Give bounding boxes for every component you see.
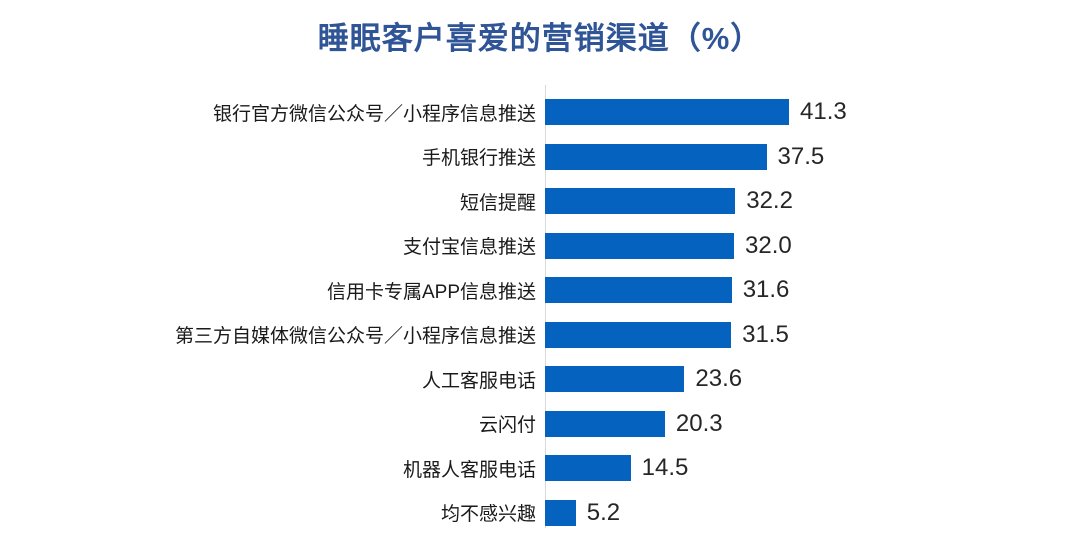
category-label: 支付宝信息推送 xyxy=(402,237,536,259)
bar xyxy=(545,410,665,437)
chart-row: 第三方自媒体微信公众号／小程序信息推送 31.5 xyxy=(0,313,1080,358)
value-label: 41.3 xyxy=(800,98,847,126)
value-label: 31.5 xyxy=(742,320,789,348)
bar-track: 5.2 xyxy=(545,491,1080,536)
value-label: 31.6 xyxy=(742,276,790,304)
bar-track: 23.6 xyxy=(545,357,1080,402)
value-label: 23.6 xyxy=(695,365,743,393)
chart-row: 均不感兴趣 5.2 xyxy=(0,491,1080,536)
chart-row: 短信提醒 32.2 xyxy=(0,179,1080,224)
bar xyxy=(545,455,631,482)
bar xyxy=(545,99,789,126)
bar xyxy=(545,232,735,259)
chart-row: 人工客服电话 23.6 xyxy=(0,357,1080,402)
category-label: 人工客服电话 xyxy=(421,370,536,392)
chart-row: 机器人客服电话 14.5 xyxy=(0,446,1080,491)
bar xyxy=(545,366,685,393)
bar xyxy=(545,499,576,526)
chart-rows: 银行官方微信公众号／小程序信息推送 41.3 手机银行推送 37.5 短信提醒 32.2 支… xyxy=(0,90,1080,535)
value-label: 32.2 xyxy=(746,187,793,215)
bar xyxy=(545,143,767,170)
value-label: 37.5 xyxy=(777,142,825,170)
category-label: 短信提醒 xyxy=(459,192,536,214)
chart-row: 手机银行推送 37.5 xyxy=(0,135,1080,180)
category-label: 云闪付 xyxy=(478,415,536,437)
chart-title: 睡眠客户喜爱的营销渠道（%） xyxy=(317,21,763,56)
bar-track: 20.3 xyxy=(545,402,1080,447)
chart-row: 云闪付 20.3 xyxy=(0,402,1080,447)
bar-track: 31.5 xyxy=(545,313,1080,358)
category-label: 手机银行推送 xyxy=(421,148,536,170)
category-label: 均不感兴趣 xyxy=(440,504,536,526)
bar-track: 14.5 xyxy=(545,446,1080,491)
bar-track: 37.5 xyxy=(545,135,1080,180)
y-axis-line xyxy=(545,85,546,528)
bar-track: 32.0 xyxy=(545,224,1080,269)
bar xyxy=(545,321,732,348)
bar xyxy=(545,188,736,215)
chart-row: 银行官方微信公众号／小程序信息推送 41.3 xyxy=(0,90,1080,135)
category-label: 银行官方微信公众号／小程序信息推送 xyxy=(212,103,536,125)
bar-chart: 银行官方微信公众号／小程序信息推送 41.3 手机银行推送 37.5 短信提醒 32.2 支… xyxy=(0,85,1080,531)
chart-row: 支付宝信息推送 32.0 xyxy=(0,224,1080,269)
value-label: 32.0 xyxy=(745,231,792,259)
bar-track: 32.2 xyxy=(545,179,1080,224)
value-label: 20.3 xyxy=(675,409,723,437)
bar xyxy=(545,277,732,304)
chart-row: 信用卡专属APP信息推送 31.6 xyxy=(0,268,1080,313)
bar-track: 41.3 xyxy=(545,90,1080,135)
value-label: 5.2 xyxy=(586,498,621,526)
value-label: 14.5 xyxy=(641,454,689,482)
category-label: 信用卡专属APP信息推送 xyxy=(326,281,536,303)
category-label: 第三方自媒体微信公众号／小程序信息推送 xyxy=(174,326,536,348)
category-label: 机器人客服电话 xyxy=(402,459,536,481)
bar-track: 31.6 xyxy=(545,268,1080,313)
